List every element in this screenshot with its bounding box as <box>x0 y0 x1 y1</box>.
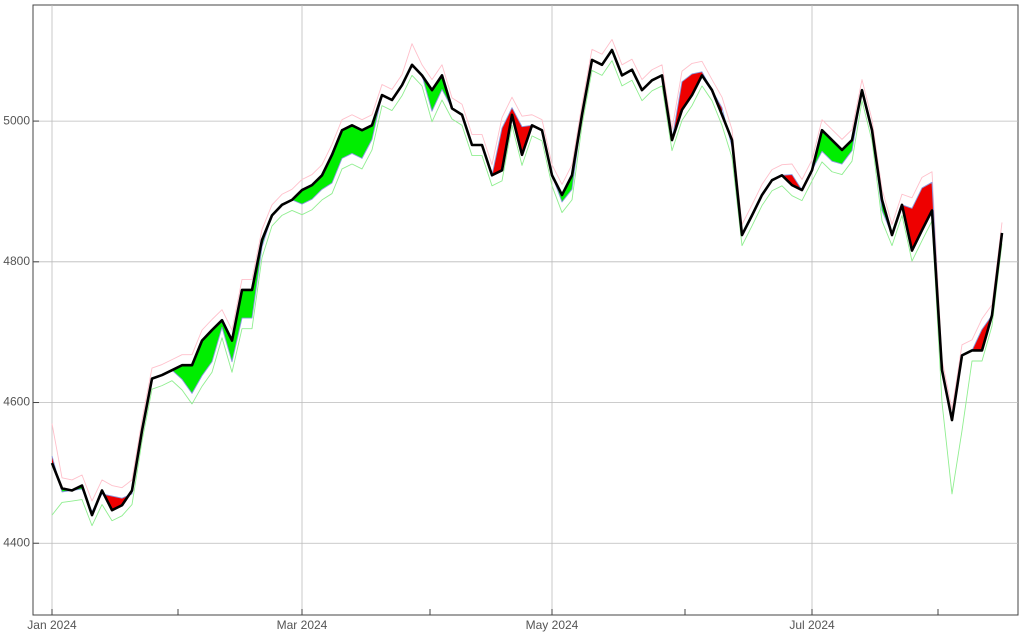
open-close-fill <box>182 365 192 394</box>
open-close-fill <box>332 130 342 184</box>
open-close-fill <box>352 125 362 159</box>
open-close-fill <box>322 154 332 190</box>
x-tick-label: Jul 2024 <box>789 618 835 632</box>
open-close-fill <box>362 125 372 159</box>
open-close-fill <box>242 289 252 319</box>
open-close-fill <box>222 320 232 362</box>
open-close-fill <box>682 73 692 110</box>
y-tick-label: 4600 <box>3 395 30 409</box>
open-close-fill <box>342 125 352 159</box>
x-tick-label: May 2024 <box>526 618 579 632</box>
plot-frame <box>32 4 1019 616</box>
open-close-fill <box>212 320 222 362</box>
y-tick-label: 5000 <box>3 113 30 127</box>
y-tick-label: 4800 <box>3 254 30 268</box>
series-line <box>51 60 1003 527</box>
x-tick-label: Jan 2024 <box>27 618 77 632</box>
open-close-fill <box>842 140 852 165</box>
open-close-fill <box>202 330 212 376</box>
open-close-fill <box>172 365 182 380</box>
open-close-fill <box>432 75 442 112</box>
close-line <box>50 48 1004 517</box>
open-close-fill <box>112 496 122 511</box>
open-close-fill <box>832 140 842 165</box>
series-line <box>51 39 1003 502</box>
open-close-fill <box>922 182 932 231</box>
x-tick-label: Mar 2024 <box>277 618 328 632</box>
minor-ticks <box>177 609 939 615</box>
open-close-fill <box>312 175 322 200</box>
series-line <box>51 49 1003 513</box>
y-tick-label: 4400 <box>3 535 30 549</box>
